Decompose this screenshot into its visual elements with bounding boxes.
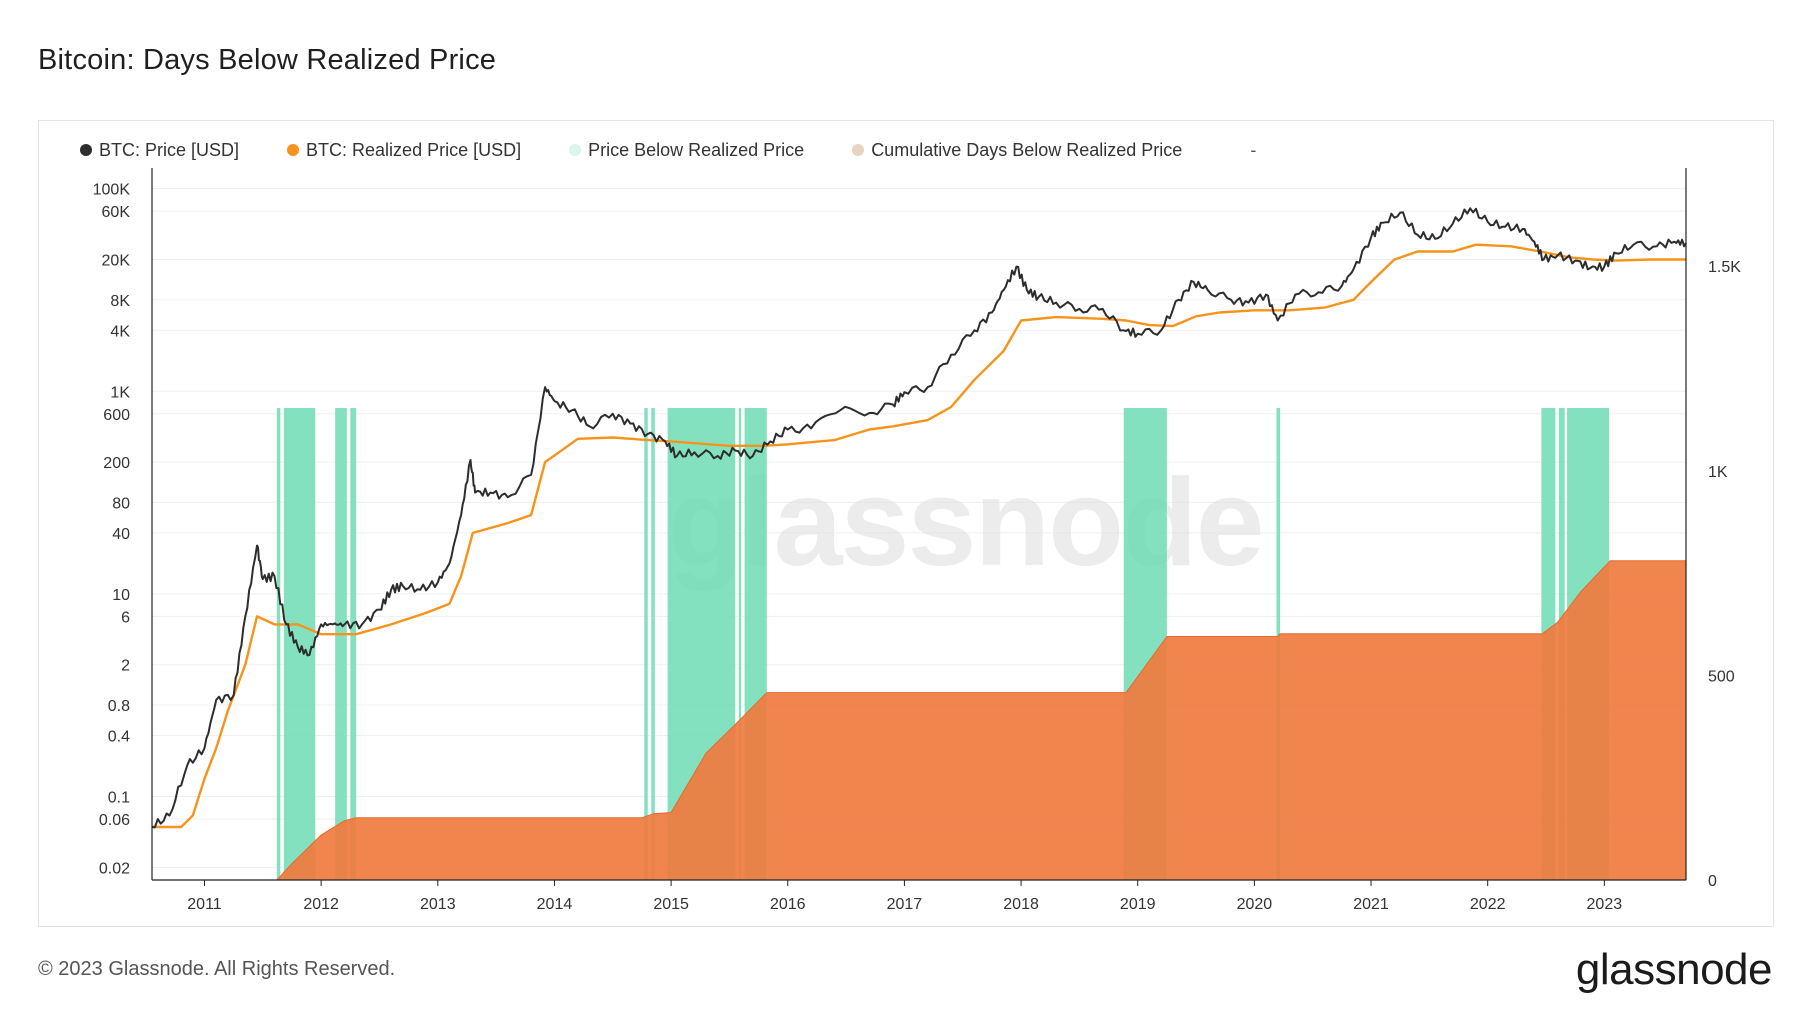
x-axis-ticks: 2011 2012 2013 2014 2015 2016 2017 2018 2019 2020… bbox=[187, 880, 1622, 913]
below-realized-band-0 bbox=[276, 408, 281, 880]
legend-label-cumulative-days: Cumulative Days Below Realized Price bbox=[871, 139, 1183, 160]
y-left-tick-label-4: 4K bbox=[110, 323, 130, 340]
y-left-tick-label-12: 2 bbox=[121, 658, 130, 675]
series-lines bbox=[151, 207, 1687, 829]
legend-label-realized-price: BTC: Realized Price [USD] bbox=[306, 139, 522, 160]
x-tick-label-2021: 2021 bbox=[1353, 896, 1389, 913]
y-left-tick-label-13: 0.8 bbox=[108, 698, 130, 715]
x-tick-label-2017: 2017 bbox=[887, 896, 923, 913]
y-left-tick-label-2: 20K bbox=[102, 252, 131, 269]
below-realized-band-2 bbox=[335, 408, 347, 880]
y-axis-left-ticks: 100K 60K 20K 8K 4K 1K 600 200 80 40 10 6 2 0.8 0.4 0.1 0… bbox=[93, 182, 131, 878]
y-left-tick-label-5: 1K bbox=[110, 384, 130, 401]
legend-item-realized-price[interactable]: BTC: Realized Price [USD] bbox=[287, 140, 521, 161]
legend-dot-cumulative-days-icon bbox=[852, 144, 865, 156]
y-left-tick-label-15: 0.1 bbox=[108, 790, 130, 807]
y-left-tick-label-0: 100K bbox=[93, 182, 131, 199]
below-realized-band-1 bbox=[283, 408, 316, 880]
y-right-tick-label-2: 1K bbox=[1708, 464, 1728, 481]
y-left-tick-label-11: 6 bbox=[121, 609, 130, 626]
x-tick-label-2018: 2018 bbox=[1003, 896, 1039, 913]
legend-extra-dash: - bbox=[1250, 139, 1257, 160]
below-realized-band-4 bbox=[644, 408, 648, 880]
chart-legend: BTC: Price [USD] BTC: Realized Price [US… bbox=[80, 138, 1256, 162]
page-title: Bitcoin: Days Below Realized Price bbox=[38, 44, 497, 76]
x-tick-label-2014: 2014 bbox=[537, 896, 573, 913]
below-realized-band-7 bbox=[738, 408, 742, 880]
brand-logo[interactable]: glassnode bbox=[1575, 945, 1773, 994]
y-left-tick-label-3: 8K bbox=[110, 293, 130, 310]
y-left-tick-label-14: 0.4 bbox=[108, 729, 130, 746]
legend-dot-price-icon bbox=[80, 144, 92, 156]
legend-item-cumulative-days[interactable]: Cumulative Days Below Realized Price bbox=[852, 140, 1182, 161]
y-left-tick-label-10: 10 bbox=[112, 587, 130, 604]
x-tick-label-2019: 2019 bbox=[1120, 896, 1156, 913]
x-tick-label-2013: 2013 bbox=[420, 896, 456, 913]
below-realized-band-3 bbox=[350, 408, 357, 880]
y-left-tick-label-17: 0.02 bbox=[99, 860, 130, 877]
btc-price-line bbox=[151, 207, 1687, 829]
y-left-tick-label-16: 0.06 bbox=[99, 812, 130, 829]
x-tick-label-2012: 2012 bbox=[303, 896, 339, 913]
axes bbox=[151, 168, 1687, 881]
y-left-tick-label-6: 600 bbox=[103, 407, 130, 424]
cumulative-days-area-path bbox=[152, 560, 1687, 881]
x-tick-label-2023: 2023 bbox=[1587, 896, 1623, 913]
y-left-tick-label-8: 80 bbox=[112, 495, 130, 512]
x-tick-label-2011: 2011 bbox=[187, 896, 222, 913]
x-tick-label-2022: 2022 bbox=[1470, 896, 1506, 913]
realized-price-line bbox=[152, 243, 1686, 829]
y-right-tick-label-3: 1.5K bbox=[1708, 259, 1741, 276]
legend-label-price: BTC: Price [USD] bbox=[99, 139, 240, 160]
x-tick-label-2016: 2016 bbox=[770, 896, 806, 913]
x-tick-label-2015: 2015 bbox=[653, 896, 689, 913]
copyright-text: © 2023 Glassnode. All Rights Reserved. bbox=[38, 958, 396, 980]
legend-item-price[interactable]: BTC: Price [USD] bbox=[80, 140, 239, 161]
legend-item-below-realized[interactable]: Price Below Realized Price bbox=[569, 140, 804, 161]
x-tick-label-2020: 2020 bbox=[1237, 896, 1273, 913]
y-axis-right-ticks: 0 500 1K 1.5K bbox=[1708, 259, 1741, 890]
cumulative-days-area bbox=[152, 560, 1687, 881]
y-left-tick-label-9: 40 bbox=[112, 526, 130, 543]
y-left-tick-label-1: 60K bbox=[102, 204, 131, 221]
legend-label-below-realized: Price Below Realized Price bbox=[588, 139, 805, 160]
legend-dot-below-realized-icon bbox=[569, 144, 582, 156]
below-realized-band-5 bbox=[651, 408, 655, 880]
legend-dot-realized-price-icon bbox=[287, 144, 300, 156]
y-left-tick-label-7: 200 bbox=[103, 455, 130, 472]
y-right-tick-label-1: 500 bbox=[1708, 668, 1735, 685]
y-right-tick-label-0: 0 bbox=[1708, 873, 1717, 890]
